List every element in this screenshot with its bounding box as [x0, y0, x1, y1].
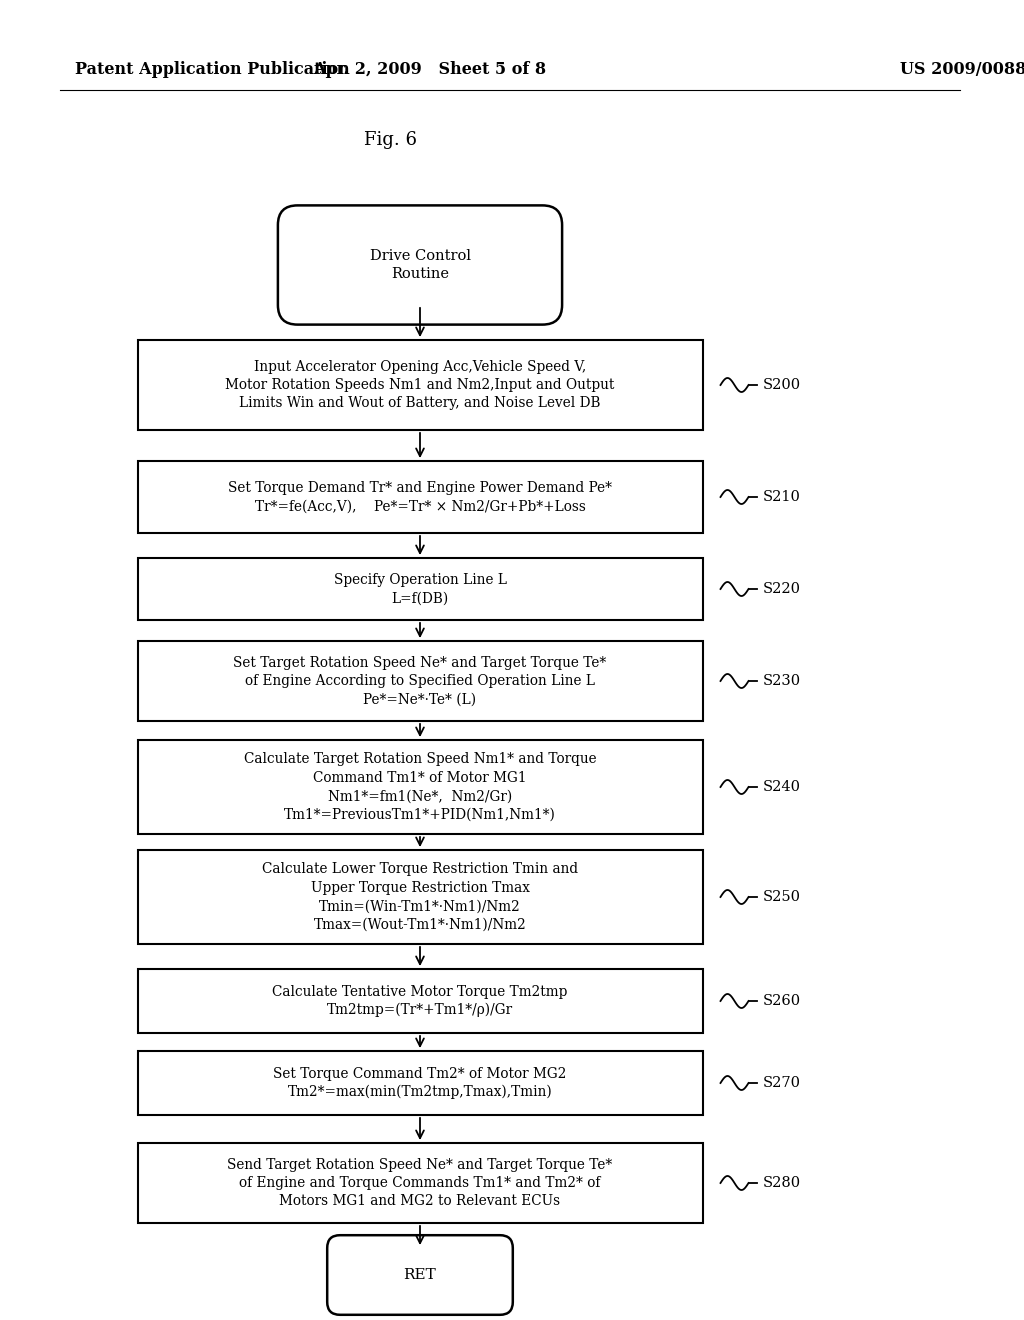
FancyBboxPatch shape: [328, 1236, 513, 1315]
FancyBboxPatch shape: [137, 341, 702, 430]
Text: Calculate Tentative Motor Torque Tm2tmp
Tm2tmp=(Tr*+Tm1*/ρ)/Gr: Calculate Tentative Motor Torque Tm2tmp …: [272, 985, 567, 1018]
Text: Patent Application Publication: Patent Application Publication: [75, 62, 350, 78]
FancyBboxPatch shape: [137, 1143, 702, 1224]
Text: Set Target Rotation Speed Ne* and Target Torque Te*
of Engine According to Speci: Set Target Rotation Speed Ne* and Target…: [233, 656, 606, 706]
FancyBboxPatch shape: [278, 206, 562, 325]
FancyBboxPatch shape: [137, 461, 702, 533]
Text: Drive Control
Routine: Drive Control Routine: [370, 248, 470, 281]
FancyBboxPatch shape: [137, 642, 702, 721]
FancyBboxPatch shape: [137, 741, 702, 834]
Text: Calculate Lower Torque Restriction Tmin and
Upper Torque Restriction Tmax
Tmin=(: Calculate Lower Torque Restriction Tmin …: [262, 862, 579, 932]
Text: US 2009/0088913 A1: US 2009/0088913 A1: [900, 62, 1024, 78]
Text: Apr. 2, 2009   Sheet 5 of 8: Apr. 2, 2009 Sheet 5 of 8: [313, 62, 547, 78]
Text: Input Accelerator Opening Acc,Vehicle Speed V,
Motor Rotation Speeds Nm1 and Nm2: Input Accelerator Opening Acc,Vehicle Sp…: [225, 359, 614, 411]
Text: S210: S210: [763, 490, 801, 504]
Text: S250: S250: [763, 890, 801, 904]
Text: Specify Operation Line L
L=f(DB): Specify Operation Line L L=f(DB): [334, 573, 507, 605]
Text: Calculate Target Rotation Speed Nm1* and Torque
Command Tm1* of Motor MG1
Nm1*=f: Calculate Target Rotation Speed Nm1* and…: [244, 752, 596, 821]
Text: Set Torque Demand Tr* and Engine Power Demand Pe*
Tr*=fe(Acc,V),    Pe*=Tr* × Nm: Set Torque Demand Tr* and Engine Power D…: [228, 480, 612, 513]
FancyBboxPatch shape: [137, 850, 702, 944]
Text: S280: S280: [763, 1176, 801, 1191]
FancyBboxPatch shape: [137, 969, 702, 1034]
Text: S270: S270: [763, 1076, 801, 1090]
Text: Set Torque Command Tm2* of Motor MG2
Tm2*=max(min(Tm2tmp,Tmax),Tmin): Set Torque Command Tm2* of Motor MG2 Tm2…: [273, 1067, 566, 1100]
FancyBboxPatch shape: [137, 1051, 702, 1115]
Text: S200: S200: [763, 378, 801, 392]
Text: Send Target Rotation Speed Ne* and Target Torque Te*
of Engine and Torque Comman: Send Target Rotation Speed Ne* and Targe…: [227, 1158, 612, 1208]
Text: S260: S260: [763, 994, 801, 1008]
Text: S220: S220: [763, 582, 801, 597]
FancyBboxPatch shape: [137, 558, 702, 620]
Text: Fig. 6: Fig. 6: [364, 131, 417, 149]
Text: RET: RET: [403, 1269, 436, 1282]
Text: S240: S240: [763, 780, 801, 795]
Text: S230: S230: [763, 675, 801, 688]
